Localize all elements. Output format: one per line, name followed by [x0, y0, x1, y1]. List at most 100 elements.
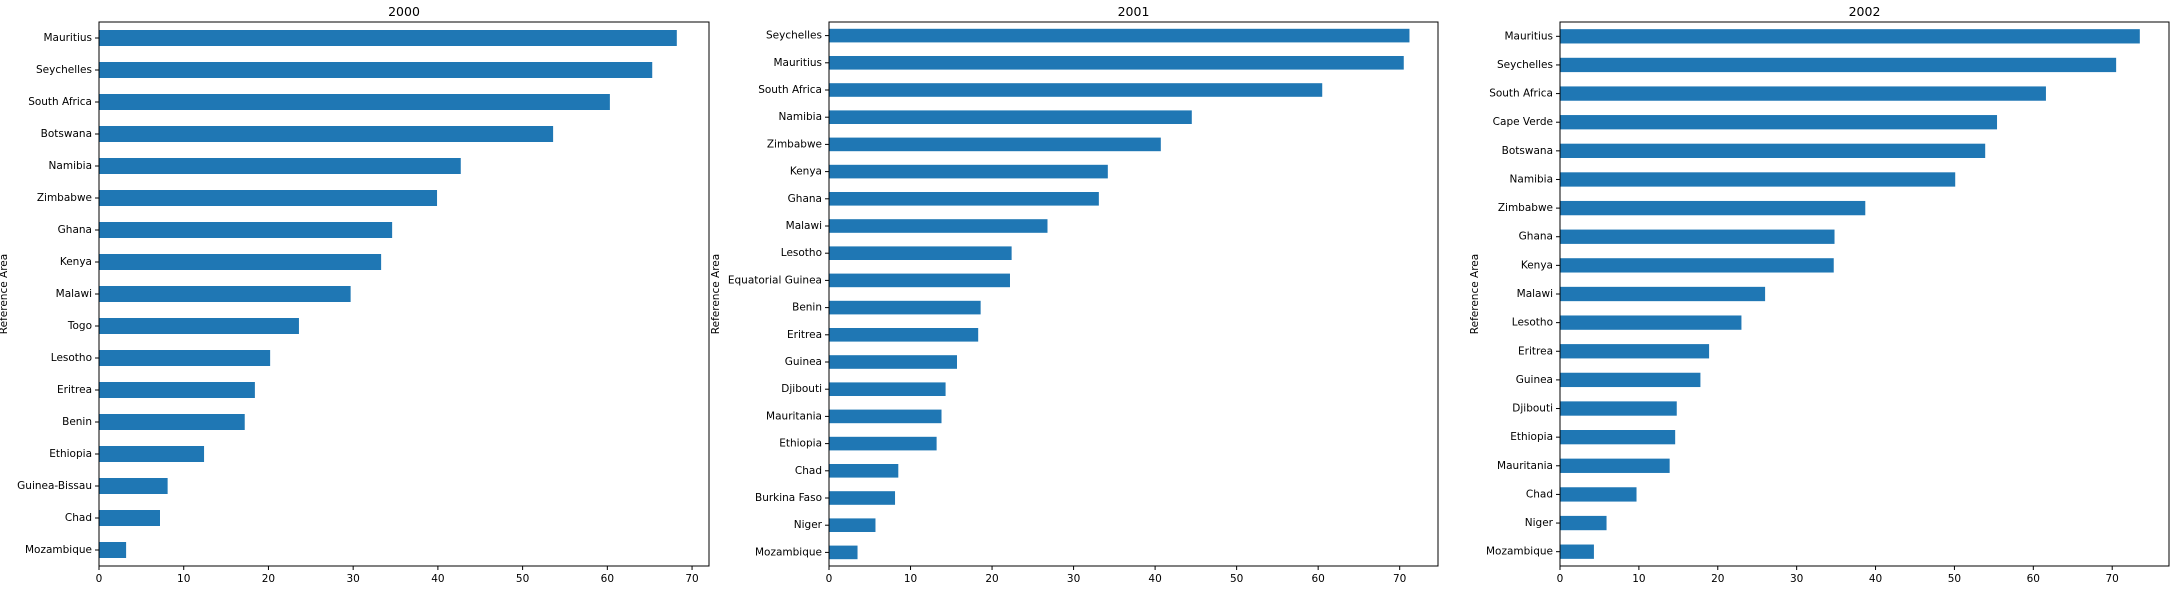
x-tick-label: 30 — [346, 573, 359, 585]
x-tick-label: 50 — [516, 573, 529, 585]
y-tick-label: Seychelles — [1497, 59, 1553, 71]
y-tick-label: Zimbabwe — [1498, 202, 1553, 214]
y-tick-label: Ghana — [1519, 231, 1553, 243]
x-tick-label: 70 — [685, 573, 698, 585]
x-tick-label: 50 — [1230, 573, 1243, 585]
x-tick-label: 40 — [431, 573, 444, 585]
y-tick-label: Niger — [794, 519, 823, 531]
y-tick-label: Mauritius — [1504, 30, 1553, 42]
chart-title: 2002 — [1849, 4, 1881, 19]
bar — [1560, 86, 2046, 101]
x-tick-label: 0 — [826, 573, 833, 585]
y-tick-label: Mozambique — [25, 544, 92, 556]
bar — [99, 382, 255, 398]
y-tick-label: Niger — [1525, 517, 1554, 529]
y-tick-label: Malawi — [1517, 288, 1553, 300]
y-tick-label: Seychelles — [766, 30, 822, 42]
y-tick-label: Ethiopia — [1510, 431, 1553, 443]
bar — [829, 28, 1410, 43]
y-tick-label: Malawi — [56, 288, 92, 300]
y-tick-label: Namibia — [49, 160, 92, 172]
bar — [1560, 143, 1986, 158]
bar — [1560, 258, 1834, 273]
x-tick-label: 30 — [1067, 573, 1080, 585]
bar — [1560, 315, 1742, 330]
bar — [99, 254, 382, 270]
plot-frame — [1559, 21, 2170, 567]
bar — [829, 273, 1010, 288]
bar — [829, 56, 1404, 70]
y-tick-label: Djibouti — [1512, 403, 1553, 415]
bar — [829, 409, 942, 424]
chart-panel-2000: Mauritius Seychelles South Africa Botswana N… — [0, 4, 710, 585]
bar — [99, 478, 168, 494]
y-tick-label: Lesotho — [1512, 317, 1553, 329]
y-axis-label: Reference Area — [1469, 254, 1481, 334]
bar — [829, 164, 1108, 179]
bar — [99, 542, 127, 558]
y-tick-label: Eritrea — [787, 329, 822, 341]
x-tick-label: 60 — [601, 573, 614, 585]
bar — [1560, 57, 2117, 73]
y-tick-label: Ethiopia — [49, 448, 92, 460]
bar — [829, 464, 899, 478]
chart-panel-2001: Seychelles Mauritius South Africa Namibia Zi… — [710, 4, 1439, 585]
y-tick-label: Mauritius — [43, 32, 92, 44]
bar — [829, 300, 981, 315]
bar — [1560, 229, 1835, 244]
plot-frame — [98, 21, 710, 567]
bar — [1560, 487, 1637, 502]
bar — [829, 355, 957, 369]
y-tick-label: Guinea — [1516, 374, 1553, 386]
bar — [99, 318, 299, 334]
x-tick-label: 30 — [1790, 573, 1803, 585]
bar — [829, 137, 1161, 152]
y-tick-label: Mozambique — [1486, 546, 1553, 558]
bar — [99, 158, 461, 174]
y-tick-label: Mauritania — [1497, 460, 1553, 472]
bar — [829, 328, 979, 342]
y-axis-label: Reference Area — [0, 254, 10, 334]
bar — [99, 62, 653, 78]
plot-frame — [828, 21, 1439, 567]
chart-title: 2001 — [1118, 4, 1150, 19]
bar — [829, 192, 1099, 206]
bar — [99, 190, 438, 206]
y-tick-label: Kenya — [790, 166, 822, 178]
x-tick-label: 60 — [2027, 573, 2040, 585]
x-tick-label: 10 — [1632, 573, 1645, 585]
bar — [829, 382, 946, 396]
x-tick-label: 20 — [1711, 573, 1724, 585]
bar — [829, 491, 896, 505]
bar — [99, 126, 554, 142]
y-tick-label: Equatorial Guinea — [728, 274, 822, 286]
y-tick-label: Eritrea — [1518, 345, 1553, 357]
y-tick-label: Namibia — [1510, 173, 1553, 185]
bar — [1560, 372, 1701, 388]
chart-title: 2000 — [388, 4, 420, 19]
y-tick-label: Kenya — [60, 256, 92, 268]
y-tick-label: Zimbabwe — [767, 138, 822, 150]
bar — [99, 222, 393, 238]
x-tick-label: 0 — [96, 573, 103, 585]
y-tick-label: Guinea-Bissau — [17, 480, 92, 492]
y-tick-label: Eritrea — [57, 384, 92, 396]
bar — [1560, 115, 1998, 130]
y-tick-label: Benin — [792, 302, 822, 314]
x-tick-label: 60 — [1311, 573, 1324, 585]
y-tick-label: Mozambique — [755, 546, 822, 558]
y-tick-label: Namibia — [779, 111, 822, 123]
bar — [1560, 401, 1677, 416]
bar — [1560, 458, 1670, 473]
bar — [99, 350, 271, 366]
y-tick-label: Togo — [67, 320, 92, 332]
y-tick-label: Guinea — [785, 356, 822, 368]
bar — [99, 510, 160, 526]
bar — [1560, 544, 1594, 559]
y-tick-label: Botswana — [1502, 145, 1553, 157]
y-tick-label: Mauritania — [766, 410, 822, 422]
y-tick-label: Chad — [65, 512, 92, 524]
x-tick-label: 40 — [1148, 573, 1161, 585]
bar — [1560, 29, 2140, 44]
